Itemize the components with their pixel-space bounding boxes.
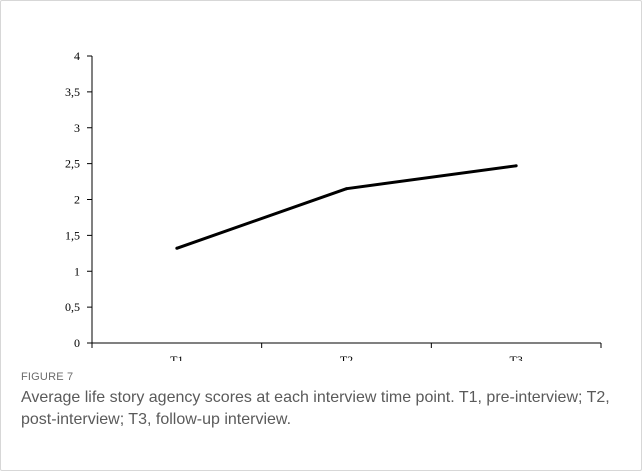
- data-point: [175, 246, 179, 250]
- y-tick-label: 4: [74, 49, 80, 63]
- y-tick-label: 3: [74, 121, 80, 135]
- line-chart: 0 0,5 1 1,5 2 2,5 3 3,5 4 T1 T2 T3: [65, 49, 602, 361]
- y-tick-label: 1,5: [65, 228, 80, 242]
- y-tick-label: 0: [74, 336, 80, 350]
- figure-label: FIGURE 7: [21, 371, 74, 383]
- y-tick-label: 2,5: [65, 157, 80, 171]
- x-axis: T1 T2 T3: [91, 342, 602, 361]
- y-axis: 0 0,5 1 1,5 2 2,5 3 3,5 4: [65, 49, 93, 350]
- y-tick-label: 0,5: [65, 300, 80, 314]
- y-tick-label: 2: [74, 193, 80, 207]
- y-tick-label: 1: [74, 264, 80, 278]
- data-point: [345, 187, 348, 191]
- data-point: [514, 164, 518, 168]
- x-tick-label: T3: [509, 353, 522, 361]
- series-layer: [175, 164, 518, 250]
- caption-text: Average life story agency scores at each…: [21, 389, 610, 428]
- figure-caption: FIGURE 7 Average life story agency score…: [21, 371, 621, 431]
- x-tick-label: T1: [170, 353, 183, 361]
- x-tick-label: T2: [340, 353, 353, 361]
- y-tick-label: 3,5: [65, 85, 80, 99]
- series-line: [176, 164, 517, 250]
